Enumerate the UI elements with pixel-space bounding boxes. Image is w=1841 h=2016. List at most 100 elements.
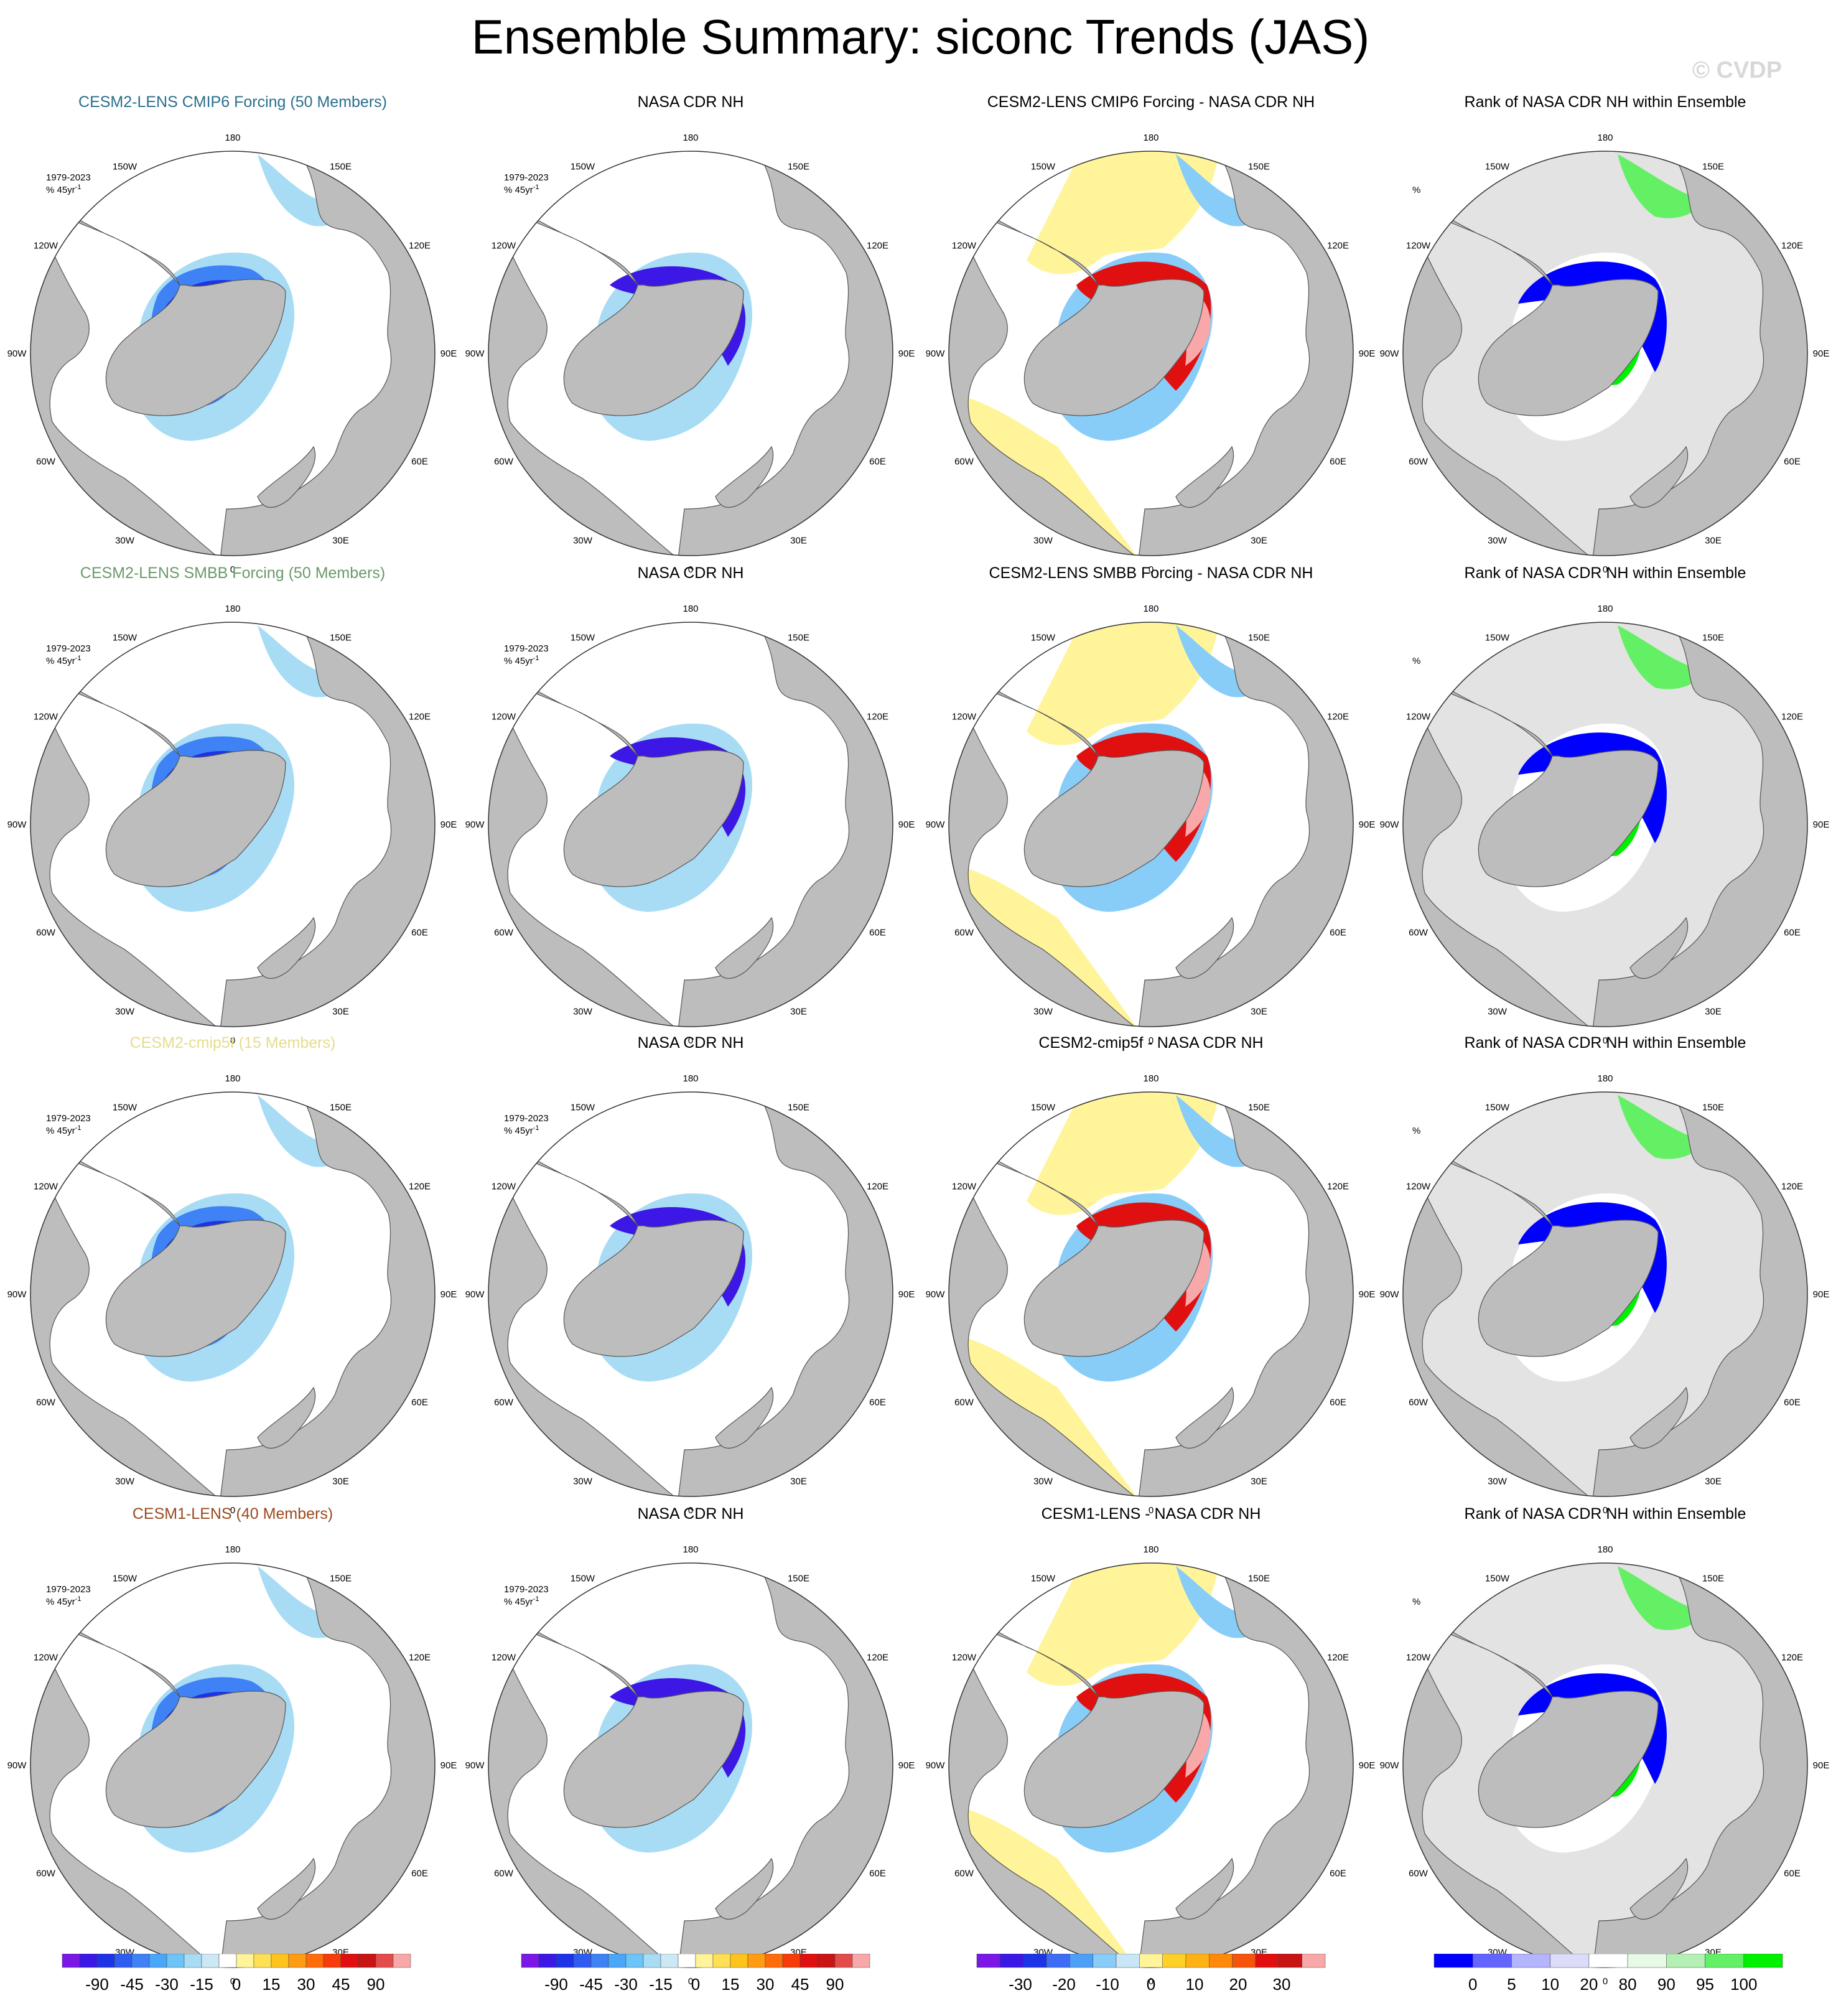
longitude-label: 180 — [225, 133, 240, 143]
rank-units-label: % — [1412, 185, 1420, 195]
land-mass — [488, 191, 679, 556]
colorbar-tick-label: 15 — [263, 1975, 281, 1994]
longitude-label: 150E — [1248, 1102, 1270, 1113]
longitude-label: 60E — [869, 1398, 886, 1408]
colorbar-swatch — [1550, 1954, 1590, 1968]
units-label: % 45yr-1 — [46, 184, 81, 195]
land-mass — [1403, 191, 1659, 416]
colorbar-swatch — [1588, 1954, 1628, 1968]
land-mass — [1403, 1603, 1594, 1967]
longitude-label: 30W — [1488, 1007, 1508, 1017]
land-mass — [1175, 1857, 1234, 1920]
colorbar-swatch — [976, 1954, 1000, 1968]
land-mass — [949, 1132, 1140, 1496]
longitude-label: 0 — [1149, 564, 1154, 575]
obs-trend-map: 180 150E 120E 90E 60E 30E 0 30W 60W 90W 120W 150W 19… — [465, 1073, 915, 1516]
longitude-label: 120E — [409, 241, 431, 251]
longitude-label: 60W — [494, 457, 514, 467]
longitude-label: 90E — [440, 1289, 457, 1300]
map-boundary — [488, 622, 893, 1027]
rank-panel-title: Rank of NASA CDR NH within Ensemble — [1464, 1034, 1746, 1052]
longitude-label: 30W — [115, 1007, 135, 1017]
obs-panel-title: NASA CDR NH — [637, 93, 744, 111]
colorbar-swatch — [747, 1954, 766, 1968]
colorbar-tick-label: 45 — [791, 1975, 809, 1994]
land-mass — [949, 1603, 1140, 1967]
longitude-label: 150E — [1702, 161, 1724, 172]
land-mass — [1175, 1386, 1234, 1449]
colorbar-swatch — [1627, 1954, 1667, 1968]
longitude-label: 120E — [867, 1653, 888, 1663]
ensemble-panel-title: CESM2-cmip5f (15 Members) — [129, 1034, 336, 1052]
colorbar-tick-label: -20 — [1052, 1975, 1076, 1994]
colorbar-swatch — [1116, 1954, 1140, 1968]
units-label: % 45yr-1 — [504, 655, 539, 666]
land-mass — [30, 662, 286, 887]
land-mass — [257, 1857, 316, 1920]
longitude-label: 0 — [688, 564, 693, 575]
colorbar-swatch — [393, 1954, 411, 1968]
colorbar-swatch — [695, 1954, 714, 1968]
longitude-label: 0 — [1149, 1505, 1154, 1516]
diff-panel-title: CESM2-LENS SMBB Forcing - NASA CDR NH — [989, 564, 1313, 582]
colorbar-tick-label: 90 — [367, 1975, 385, 1994]
rank-units-label: % — [1412, 1597, 1420, 1607]
rank-panel-title: Rank of NASA CDR NH within Ensemble — [1464, 93, 1746, 111]
colorbar-tick-label: -15 — [190, 1975, 213, 1994]
colorbar-tick-label: -45 — [120, 1975, 144, 1994]
colorbar-swatch — [1705, 1954, 1745, 1968]
rank-panel-title: Rank of NASA CDR NH within Ensemble — [1464, 564, 1746, 582]
longitude-label: 90E — [440, 348, 457, 359]
longitude-label: 0 — [1603, 1505, 1608, 1516]
land-mass — [488, 1603, 744, 1828]
rank-panel-title: Rank of NASA CDR NH within Ensemble — [1464, 1505, 1746, 1523]
longitude-label: 30E — [332, 1477, 349, 1487]
diff-panel-title: CESM1-LENS - NASA CDR NH — [1041, 1505, 1261, 1523]
longitude-label: 60W — [36, 457, 56, 467]
land-mass — [715, 1857, 774, 1920]
rank-map: 180 150E 120E 90E 60E 30E 0 30W 60W 90W 120W 150W% — [1380, 1073, 1830, 1516]
longitude-label: 120W — [952, 241, 977, 251]
ensemble-trend-map: 180 150E 120E 90E 60E 30E 0 30W 60W 90W 120W 150W 19… — [7, 1073, 457, 1516]
obs-panel-title: NASA CDR NH — [637, 564, 744, 582]
longitude-label: 0 — [230, 1976, 235, 1987]
colorbar-swatch — [712, 1954, 731, 1968]
longitude-label: 120E — [1781, 241, 1803, 251]
diff-map: 180 150E 120E 90E 60E 30E 0 30W 60W 90W 120W 150W — [926, 133, 1376, 575]
colorbar-swatch — [1023, 1954, 1047, 1968]
map-boundary — [1402, 622, 1808, 1027]
longitude-label: 90W — [7, 348, 27, 359]
rank-field — [1618, 154, 1700, 218]
land-mass — [257, 1386, 316, 1449]
longitude-label: 120W — [952, 1653, 977, 1663]
colorbar-swatch — [79, 1954, 98, 1968]
colorbar-swatch — [660, 1954, 679, 1968]
longitude-label: 60E — [1330, 1869, 1346, 1879]
colorbar-swatch — [201, 1954, 220, 1968]
longitude-label: 120E — [867, 712, 888, 722]
diff-field — [1027, 151, 1219, 274]
diff-field — [1027, 1563, 1219, 1686]
longitude-label: 180 — [1143, 1544, 1158, 1555]
rank-field — [1618, 1095, 1700, 1159]
longitude-label: 150E — [1248, 1573, 1270, 1584]
longitude-label: 90W — [1380, 1289, 1400, 1300]
land-mass — [1629, 1857, 1689, 1920]
colorbar-tick-label: 90 — [1657, 1975, 1676, 1994]
longitude-label: 90W — [926, 1760, 946, 1771]
colorbar-tick-label: 30 — [297, 1975, 315, 1994]
colorbar-swatch — [375, 1954, 394, 1968]
colorbar-swatch — [678, 1954, 696, 1968]
map-boundary — [948, 622, 1354, 1027]
longitude-label: 120W — [34, 1182, 58, 1192]
colorbar-swatch — [305, 1954, 324, 1968]
longitude-label: 150W — [1031, 1573, 1056, 1584]
longitude-label: 180 — [683, 604, 698, 614]
longitude-label: 90W — [465, 819, 485, 830]
longitude-label: 60E — [1784, 457, 1801, 467]
land-mass — [949, 191, 1205, 416]
colorbar-swatch — [538, 1954, 557, 1968]
colorbar-swatch — [1070, 1954, 1093, 1968]
land-mass — [1629, 446, 1689, 508]
longitude-label: 180 — [1143, 604, 1158, 614]
